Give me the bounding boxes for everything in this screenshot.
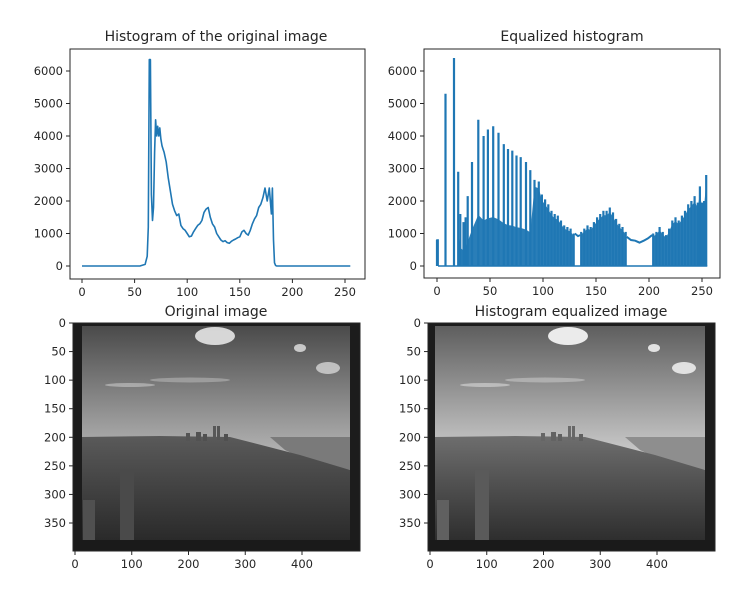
original-image-y-tick-label: 250	[44, 459, 66, 473]
original-image-x-tick-label: 400	[291, 557, 313, 571]
original-histogram-y-tick-label: 2000	[34, 194, 63, 208]
original-histogram-y-tick-label: 5000	[34, 97, 63, 111]
original-image-y-axis: 0 50 100 150 200 250 300 350	[44, 316, 73, 530]
equalized-image-y-tick-label: 200	[399, 430, 421, 444]
original-histogram-x-axis: 0 50 100 150 200 250	[78, 279, 356, 299]
equalized-histogram-y-tick-label: 4000	[388, 129, 417, 143]
original-image-x-axis: 0 100 200 300 400	[71, 551, 313, 571]
equalized-image-y-tick-label: 350	[399, 516, 421, 530]
equalized-image-x-tick-label: 0	[426, 557, 433, 571]
equalized-image-y-tick-label: 250	[399, 459, 421, 473]
equalized-image-y-tick-label: 100	[399, 373, 421, 387]
original-histogram-panel: Histogram of the original image 01000200…	[34, 29, 366, 299]
original-image-y-tick-label: 350	[44, 516, 66, 530]
original-histogram-x-tick-label: 50	[127, 285, 142, 299]
equalized-histogram-frame	[423, 48, 721, 279]
original-image-y-tick-label: 300	[44, 487, 66, 501]
original-histogram-y-tick-label: 4000	[34, 129, 63, 143]
equalized-image-y-axis: 0 50 100 150 200 250 300 350	[399, 316, 428, 530]
original-histogram-y-tick-label: 3000	[34, 162, 63, 176]
original-image-y-tick-label: 0	[59, 316, 66, 330]
equalized-image-y-tick-label: 300	[399, 487, 421, 501]
original-histogram-y-tick-label: 0	[56, 259, 63, 273]
equalized-image-x-axis: 0 100 200 300 400	[426, 551, 668, 571]
original-image-x-tick-label: 0	[71, 557, 78, 571]
equalized-image-y-tick-label: 150	[399, 402, 421, 416]
original-image-x-tick-label: 100	[121, 557, 143, 571]
equalized-histogram-x-tick-label: 250	[691, 284, 713, 298]
original-image-y-tick-label: 200	[44, 430, 66, 444]
equalized-histogram-line	[435, 58, 708, 267]
equalized-histogram-y-tick-label: 1000	[388, 227, 417, 241]
original-image-panel: Original image 0 50 100 150 200 250 300 350 0 10…	[44, 304, 361, 571]
equalized-image-title: Histogram equalized image	[475, 304, 668, 320]
equalized-histogram-x-tick-label: 50	[483, 284, 498, 298]
original-image-y-tick-label: 150	[44, 402, 66, 416]
original-histogram-y-tick-label: 6000	[34, 64, 63, 78]
original-image-frame	[72, 322, 361, 552]
equalized-histogram-panel: Equalized histogram 01000200030004000500…	[388, 29, 721, 298]
original-histogram-x-tick-label: 150	[229, 285, 251, 299]
equalized-histogram-y-tick-label: 6000	[388, 64, 417, 78]
equalized-histogram-y-tick-label: 0	[410, 259, 417, 273]
equalized-histogram-x-tick-label: 100	[532, 284, 554, 298]
original-histogram-x-tick-label: 250	[334, 285, 356, 299]
equalized-image-y-tick-label: 0	[414, 316, 421, 330]
original-histogram-title: Histogram of the original image	[105, 29, 328, 45]
equalized-image-photo	[428, 323, 715, 551]
original-image-y-tick-label: 100	[44, 373, 66, 387]
equalized-histogram-y-tick-label: 5000	[388, 97, 417, 111]
equalized-histogram-x-tick-label: 150	[585, 284, 607, 298]
original-histogram-x-tick-label: 0	[78, 285, 85, 299]
original-image-photo	[73, 323, 360, 551]
original-histogram-y-axis: 0 1000 2000 3000 4000 5000 6000	[34, 64, 70, 273]
original-histogram-y-tick-label: 1000	[34, 227, 63, 241]
equalized-image-frame	[427, 322, 716, 552]
equalized-histogram-y-tick-label: 3000	[388, 162, 417, 176]
original-histogram-x-tick-label: 100	[176, 285, 198, 299]
equalized-image-x-tick-label: 100	[476, 557, 498, 571]
original-image-y-tick-label: 50	[51, 345, 66, 359]
original-image-x-tick-label: 300	[234, 557, 256, 571]
original-histogram-frame	[69, 48, 366, 280]
equalized-histogram-x-axis: 0 50 100 150 200 250	[433, 278, 713, 298]
original-image-title: Original image	[165, 304, 268, 320]
original-histogram-line	[82, 58, 351, 267]
equalized-histogram-y-axis: 0 1000 2000 3000 4000 5000 6000	[388, 64, 424, 273]
original-histogram-x-tick-label: 200	[281, 285, 303, 299]
original-image-x-tick-label: 200	[178, 557, 200, 571]
equalized-histogram-title: Equalized histogram	[500, 29, 643, 45]
equalized-image-x-tick-label: 300	[589, 557, 611, 571]
equalized-image-panel: Histogram equalized image 0 50 100 150 200 25…	[399, 304, 716, 571]
equalized-histogram-x-tick-label: 200	[638, 284, 660, 298]
equalized-image-x-tick-label: 200	[533, 557, 555, 571]
equalized-histogram-y-tick-label: 2000	[388, 194, 417, 208]
equalized-image-y-tick-label: 50	[406, 345, 421, 359]
equalized-histogram-x-tick-label: 0	[433, 284, 440, 298]
equalized-image-x-tick-label: 400	[646, 557, 668, 571]
